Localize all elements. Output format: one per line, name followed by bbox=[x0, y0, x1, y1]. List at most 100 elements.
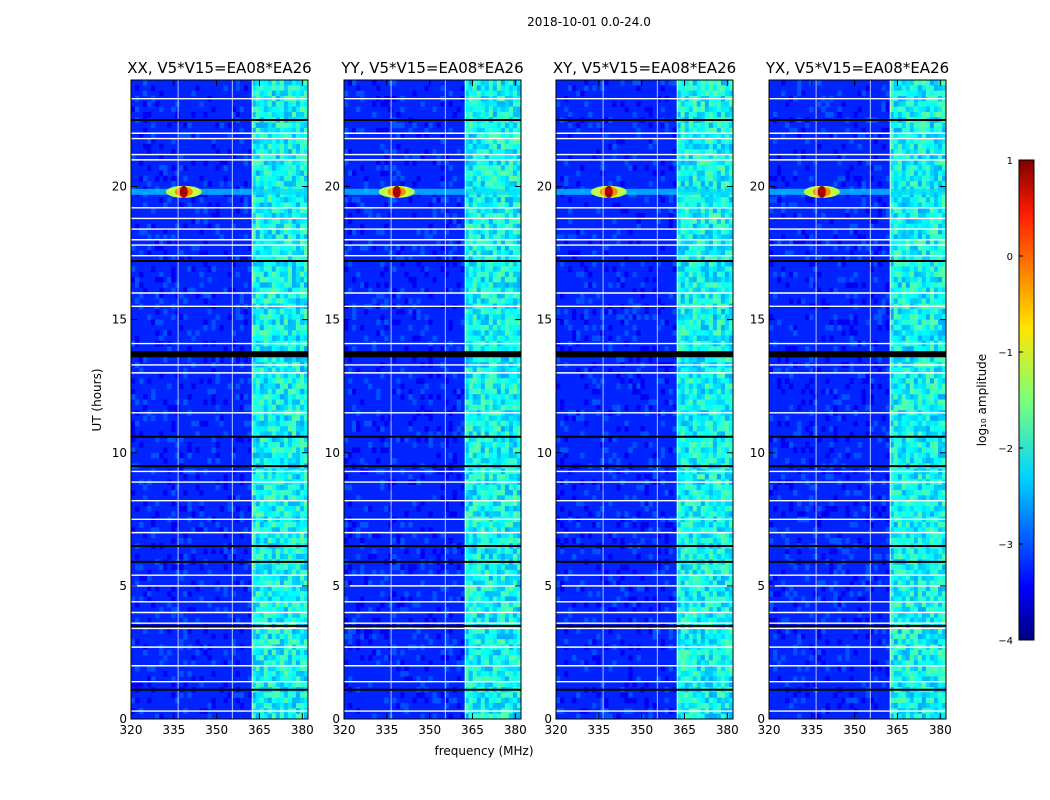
heatmap-cell bbox=[464, 293, 470, 299]
heatmap-cell bbox=[175, 569, 180, 576]
heatmap-cell bbox=[303, 447, 308, 454]
heatmap-cell bbox=[408, 420, 413, 427]
heatmap-cell bbox=[468, 218, 474, 225]
heatmap-cell bbox=[476, 197, 482, 203]
heatmap-cell bbox=[484, 213, 490, 219]
heatmap-cell bbox=[376, 394, 381, 400]
heatmap-cell bbox=[436, 255, 441, 262]
heatmap-cell bbox=[259, 697, 265, 704]
heatmap-cell bbox=[512, 431, 518, 438]
heatmap-cell bbox=[295, 452, 301, 459]
heatmap-cell bbox=[271, 330, 277, 336]
heatmap-cell bbox=[516, 138, 521, 145]
heatmap-cell bbox=[500, 138, 506, 145]
heatmap-cell bbox=[484, 261, 490, 267]
heatmap-cell bbox=[360, 165, 365, 171]
heatmap-cell bbox=[448, 181, 453, 187]
heatmap-cell bbox=[171, 537, 176, 544]
heatmap-cell bbox=[408, 394, 413, 400]
heatmap-cell bbox=[496, 383, 502, 390]
heatmap-cell bbox=[484, 617, 490, 624]
heatmap-cell bbox=[299, 639, 305, 645]
heatmap-cell bbox=[472, 255, 478, 262]
heatmap-cell bbox=[504, 106, 510, 113]
heatmap-cell bbox=[147, 149, 152, 155]
heatmap-cell bbox=[279, 388, 285, 395]
heatmap-cell bbox=[287, 213, 293, 219]
heatmap-cell bbox=[259, 585, 265, 592]
heatmap-cell bbox=[508, 676, 514, 683]
heatmap-cell bbox=[267, 649, 273, 656]
heatmap-cell bbox=[143, 591, 148, 597]
heatmap-cell bbox=[472, 484, 478, 491]
heatmap-cell bbox=[488, 101, 494, 107]
heatmap-cell bbox=[488, 404, 494, 411]
heatmap-cell bbox=[291, 506, 297, 512]
heatmap-cell bbox=[303, 324, 308, 331]
heatmap-cell bbox=[472, 308, 478, 315]
heatmap-cell bbox=[255, 580, 261, 587]
heatmap-cell bbox=[484, 404, 490, 411]
heatmap-cell bbox=[267, 553, 273, 560]
heatmap-cell bbox=[251, 484, 257, 491]
heatmap-cell bbox=[500, 553, 506, 560]
heatmap-cell bbox=[428, 346, 433, 352]
heatmap-cell bbox=[215, 223, 220, 230]
heatmap-cell bbox=[251, 612, 257, 619]
heatmap-cell bbox=[464, 484, 470, 491]
heatmap-cell bbox=[504, 649, 510, 656]
heatmap-cell bbox=[360, 127, 365, 134]
heatmap-cell bbox=[472, 314, 478, 320]
heatmap-cell bbox=[291, 143, 297, 150]
heatmap-cell bbox=[408, 617, 413, 624]
heatmap-cell bbox=[404, 271, 409, 278]
heatmap-cell bbox=[295, 250, 301, 257]
heatmap-cell bbox=[476, 532, 482, 539]
heatmap-cell bbox=[348, 703, 353, 709]
heatmap-cell bbox=[239, 138, 244, 145]
heatmap-cell bbox=[484, 367, 490, 374]
heatmap-cell bbox=[239, 532, 244, 539]
heatmap-cell bbox=[484, 426, 490, 432]
heatmap-cell bbox=[279, 703, 285, 709]
heatmap-cell bbox=[211, 436, 216, 443]
heatmap-cell bbox=[404, 346, 409, 352]
heatmap-cell bbox=[283, 676, 289, 683]
heatmap-cell bbox=[263, 415, 269, 422]
heatmap-cell bbox=[512, 207, 518, 214]
heatmap-cell bbox=[376, 85, 381, 91]
heatmap-cell bbox=[299, 101, 305, 107]
heatmap-cell bbox=[484, 372, 490, 379]
heatmap-cell bbox=[504, 213, 510, 219]
heatmap-cell bbox=[283, 175, 289, 182]
heatmap-cell bbox=[680, 80, 686, 86]
heatmap-cell bbox=[211, 394, 216, 400]
heatmap-cell bbox=[259, 665, 265, 672]
heatmap-cell bbox=[436, 197, 441, 203]
heatmap-cell bbox=[484, 138, 490, 145]
heatmap-cell bbox=[488, 660, 494, 667]
heatmap-cell bbox=[512, 703, 518, 709]
heatmap-cell bbox=[259, 601, 265, 608]
heatmap-cell bbox=[299, 633, 305, 640]
heatmap-cell bbox=[488, 612, 494, 619]
heatmap-cell bbox=[464, 426, 470, 432]
heatmap-cell bbox=[207, 713, 212, 719]
heatmap-cell bbox=[283, 426, 289, 432]
heatmap-cell bbox=[484, 143, 490, 150]
heatmap-cell bbox=[484, 282, 490, 288]
heatmap-cell bbox=[492, 607, 498, 613]
heatmap-cell bbox=[504, 628, 510, 635]
heatmap-cell bbox=[500, 591, 506, 597]
heatmap-cell bbox=[516, 282, 521, 288]
heatmap-cell bbox=[464, 553, 470, 560]
heatmap-cell bbox=[464, 106, 470, 113]
heatmap-cell bbox=[291, 692, 297, 698]
heatmap-cell bbox=[508, 202, 514, 209]
heatmap-cell bbox=[195, 420, 200, 427]
heatmap-cell bbox=[480, 372, 486, 379]
heatmap-cell bbox=[412, 564, 417, 571]
heatmap-cell bbox=[480, 277, 486, 283]
heatmap-cell bbox=[211, 633, 216, 640]
heatmap-cell bbox=[131, 154, 136, 161]
